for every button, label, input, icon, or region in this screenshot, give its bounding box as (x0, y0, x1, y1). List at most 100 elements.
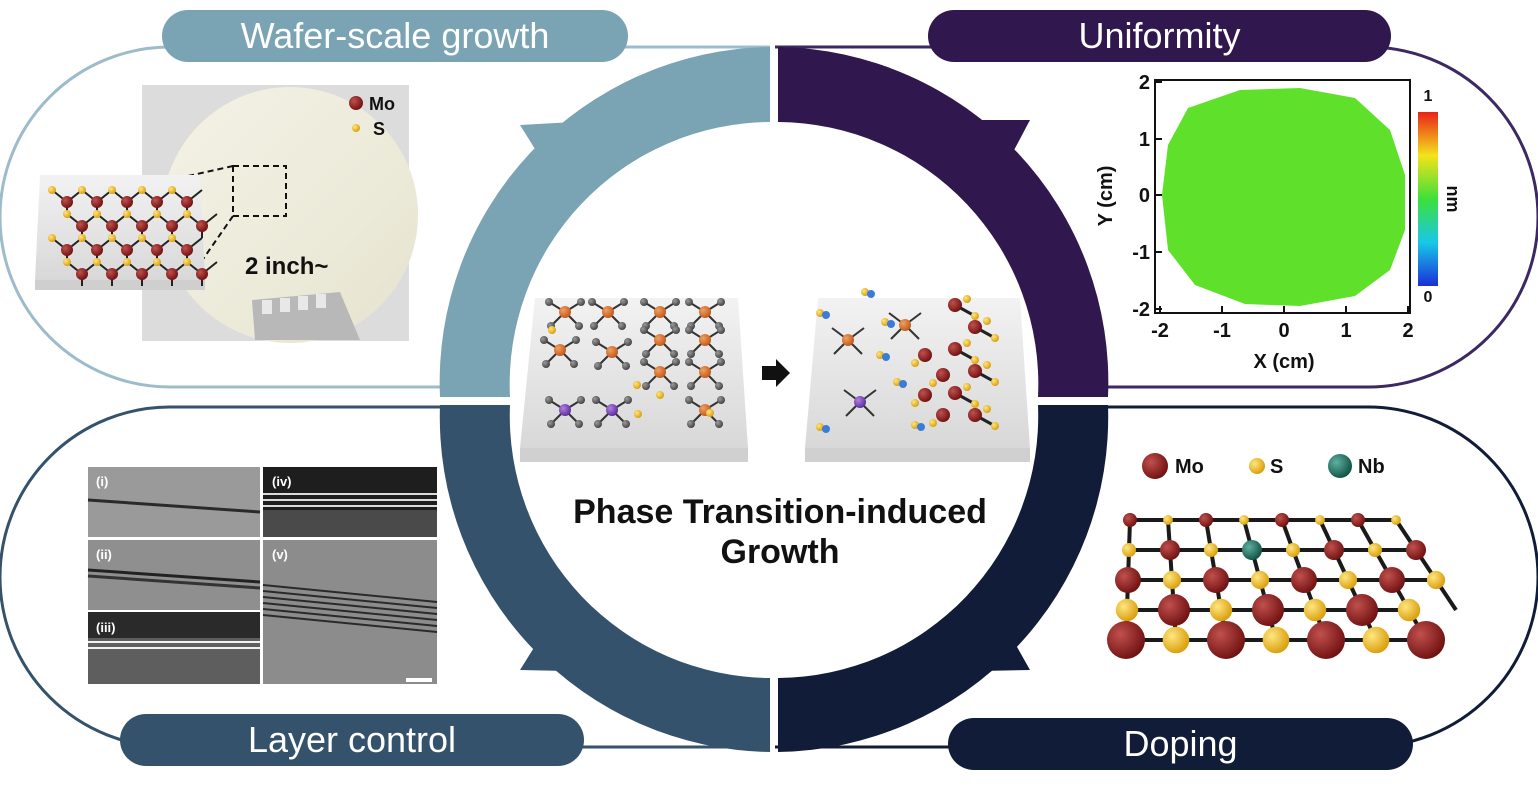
mo-atom (918, 388, 932, 402)
mo-atom (968, 364, 982, 378)
mo-atom (106, 268, 118, 280)
pill-bottom-right (948, 718, 1413, 770)
ligand-atom (620, 298, 628, 306)
x-axis-label: X (cm) (1253, 351, 1314, 373)
ligand-atom (715, 350, 723, 358)
ligand-atom (917, 423, 925, 431)
mo-atom (948, 386, 962, 400)
x-tick-label: 1 (1340, 320, 1351, 342)
y-tick-label: -2 (1132, 299, 1150, 321)
ligand-atom (545, 396, 553, 404)
doping-legend: Mo S Nb (1142, 453, 1385, 479)
mo-atom (1351, 513, 1365, 527)
s-atom (1286, 543, 1300, 557)
legend-s-label: S (373, 119, 385, 139)
ligand-atom (588, 298, 596, 306)
colorbar-max: 1 (1424, 88, 1433, 105)
metal-center-atom (606, 346, 618, 358)
ligand-atom (685, 396, 693, 404)
mo-atom (61, 244, 73, 256)
mo-atom (106, 220, 118, 232)
mo-atom (1346, 594, 1378, 626)
ligand-atom (672, 326, 680, 334)
mo-atom (968, 320, 982, 334)
transition-arrow (762, 359, 790, 387)
ring-quadrant-bottom-left (439, 405, 770, 752)
legend-mo-label: Mo (1175, 456, 1204, 478)
ligand-atom (717, 298, 725, 306)
s-atom (963, 339, 971, 347)
mo-atom (91, 244, 103, 256)
s-atom (929, 419, 937, 427)
s-atom (1315, 515, 1325, 525)
mo-atom (151, 244, 163, 256)
ligand-atom (687, 350, 695, 358)
metal-center-atom (854, 396, 866, 408)
pill-top-left (162, 10, 628, 62)
wafer-size-label: 2 inch~ (245, 253, 328, 280)
s-atom (1303, 598, 1327, 622)
mo-atom (121, 244, 133, 256)
s-atom (971, 356, 979, 364)
ligand-atom (594, 362, 602, 370)
s-atom (183, 210, 191, 218)
mo-atom (1379, 567, 1405, 593)
ligand-atom (687, 382, 695, 390)
s-atom (1204, 543, 1218, 557)
mo-atom (948, 342, 962, 356)
mo-atom (76, 268, 88, 280)
s-atom (78, 234, 86, 242)
colorbar-unit: nm (1443, 186, 1463, 213)
ligand-atom (640, 298, 648, 306)
metal-center-atom (699, 366, 711, 378)
y-tick-label: 1 (1139, 129, 1150, 151)
panel-title-uniformity: Uniformity (1078, 15, 1241, 56)
s-atom (93, 210, 101, 218)
s-atom (168, 234, 176, 242)
tem-label: (iii) (96, 620, 116, 635)
mo-atom (121, 196, 133, 208)
pill-bottom-left (120, 714, 584, 766)
mo-atom (1406, 540, 1426, 560)
doped-lattice (1107, 513, 1458, 659)
center-title-line1: Phase Transition-induced (573, 493, 987, 531)
tem-label: (ii) (96, 547, 112, 562)
mo-atom (1291, 567, 1317, 593)
y-tick-label: 2 (1139, 72, 1150, 94)
s-atom (983, 405, 991, 413)
mo-atom (196, 268, 208, 280)
panel-outline-bottom-left (0, 405, 770, 749)
x-tick-label: 0 (1278, 320, 1289, 342)
mo-atom (61, 196, 73, 208)
s-atom (78, 186, 86, 194)
s-atom (1115, 598, 1139, 622)
s-atom (1368, 543, 1382, 557)
mo-atom (1203, 567, 1229, 593)
mo-atom (1107, 621, 1145, 659)
s-atom (963, 383, 971, 391)
mo-atom (136, 220, 148, 232)
mo-atom (1123, 513, 1137, 527)
s-atom (1163, 515, 1173, 525)
mo-atom (1199, 513, 1213, 527)
s-atom (983, 317, 991, 325)
ligand-atom (570, 360, 578, 368)
x-tick-label: 2 (1402, 320, 1413, 342)
ligand-atom (882, 353, 890, 361)
s-atom (1162, 626, 1190, 654)
zoom-box (232, 165, 287, 217)
legend-mo-dot (1142, 453, 1168, 479)
mo-atom (1252, 594, 1284, 626)
ligand-atom (717, 396, 725, 404)
s-atom (108, 234, 116, 242)
legend-nb-dot (1328, 454, 1352, 478)
metal-center-atom (899, 319, 911, 331)
s-atom (63, 258, 71, 266)
s-atom (991, 334, 999, 342)
s-atom (911, 359, 919, 367)
s-atom (1391, 515, 1401, 525)
mo-atom (91, 196, 103, 208)
ligand-atom (592, 338, 600, 346)
s-atom (983, 361, 991, 369)
